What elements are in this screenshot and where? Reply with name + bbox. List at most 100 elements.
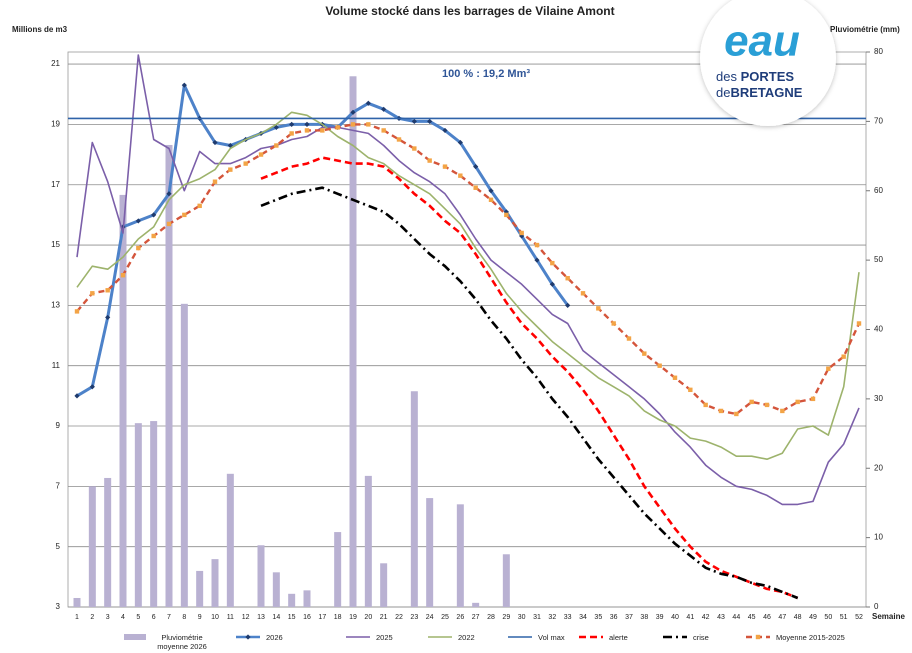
x-tick-label: 8 [182,614,186,621]
x-tick-label: 1 [75,614,79,621]
bar [349,76,357,607]
legend-swatch [508,636,532,638]
bar [226,473,234,607]
x-tick-label: 34 [579,614,587,621]
x-tick-label: 5 [136,614,140,621]
bar [334,532,342,607]
marker [135,218,141,224]
bar [272,572,280,607]
marker [197,203,202,209]
logo-circle [700,0,836,126]
y2-axis-label: Pluviométrie (mm) [830,25,900,34]
bar [88,486,96,607]
marker [488,188,494,194]
y2-tick-label: 50 [874,255,883,264]
x-tick-label: 30 [518,614,526,621]
line-5 [260,156,799,600]
y2-tick-label: 30 [874,394,883,403]
marker [657,363,662,368]
x-tick-label: 27 [472,614,480,621]
x-tick-label: 4 [121,614,125,621]
x-tick-label: 29 [502,614,510,621]
x-tick-label: 13 [257,614,265,621]
marker [519,230,524,236]
x-tick-label: 24 [426,614,434,621]
x-tick-label: 10 [211,614,219,621]
marker [74,393,80,399]
marker [181,82,187,88]
marker [381,106,387,112]
y-tick-label: 3 [56,602,61,611]
x-tick-label: 46 [763,614,771,621]
marker [703,402,708,408]
bar [257,545,265,607]
x-tick-label: 26 [456,614,464,621]
y-tick-label: 15 [51,240,60,249]
marker [289,121,295,127]
y2-tick-label: 80 [874,47,883,56]
marker [243,161,248,166]
marker [74,309,80,314]
marker [427,118,433,124]
bar [380,563,388,607]
annotation: 100 % : 19,2 Mm³ [442,68,530,80]
legend-swatch [124,634,146,640]
x-tick-label: 31 [533,614,541,621]
line-6 [260,186,799,600]
bar [104,477,112,607]
marker [304,128,310,133]
marker [273,124,279,131]
marker [642,351,647,356]
bar [303,590,311,607]
bar [150,421,158,607]
legend-label: 2026 [266,633,283,642]
marker [320,128,325,133]
marker [304,121,310,127]
marker [136,245,141,251]
line-2 [76,54,860,506]
legend-label: Vol max [538,633,565,642]
logo-text: deBRETAGNE [716,85,803,100]
marker [427,158,432,163]
line-7 [76,123,861,416]
y2-tick-label: 20 [874,463,883,472]
marker [549,281,555,287]
x-tick-label: 6 [152,614,156,621]
x-tick-label: 42 [702,614,710,621]
legend-label: alerte [609,633,628,642]
marker [780,408,785,414]
logo-text: des [716,69,737,84]
marker [411,118,417,124]
marker [488,197,494,202]
x-tick-label: 2 [90,614,94,621]
legend-swatch [428,636,452,638]
legend-item: Moyenne 2015-2025 [745,632,845,642]
x-tick-label: 44 [732,614,740,621]
x-tick-label: 16 [303,614,311,621]
x-tick-label: 14 [272,614,280,621]
x-tick-label: 48 [794,614,802,621]
marker [350,122,356,127]
bar [73,597,81,607]
x-tick-label: 37 [625,614,633,621]
bar [119,194,127,607]
legend-swatch [755,634,761,640]
x-tick-label: 32 [548,614,556,621]
x-tick-label: 21 [380,614,388,621]
marker [212,139,218,146]
y-tick-label: 5 [56,542,61,551]
bar [456,504,464,607]
x-tick-label: 18 [334,614,342,621]
marker [672,375,678,380]
marker [473,164,479,170]
marker [412,146,417,151]
legend-label: 2022 [458,633,475,642]
marker [90,291,95,296]
marker [596,306,601,311]
legend-item: crise [662,632,709,642]
x-tick-label: 51 [840,614,848,621]
bar [180,303,188,607]
x-tick-label: 40 [671,614,679,621]
x-tick-label: 41 [686,614,694,621]
x-tick-label: 49 [809,614,817,621]
